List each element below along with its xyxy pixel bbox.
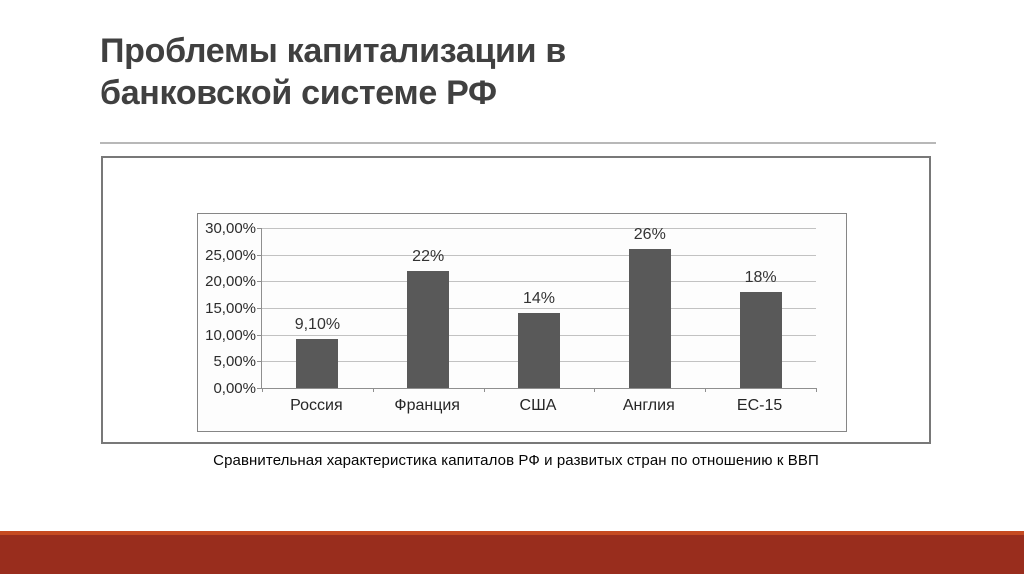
bar-chart: 9,10% 22% 14% 26% 18% 30,00% 25,00% 20,00% 15,0… xyxy=(197,213,847,432)
chart-bar xyxy=(739,292,782,388)
y-axis-tick xyxy=(257,334,261,336)
bar-value-label: 18% xyxy=(744,269,777,286)
y-axis-label: 25,00% xyxy=(205,246,256,264)
bar-value-label: 22% xyxy=(412,247,445,265)
y-axis-tick xyxy=(257,228,261,229)
x-axis-label: Россия xyxy=(290,397,343,414)
grid-line xyxy=(262,281,816,283)
y-axis-label: 30,00% xyxy=(205,220,256,237)
chart-caption: Сравнительная характеристика капиталов Р… xyxy=(213,452,819,469)
y-axis-tick xyxy=(257,281,261,283)
x-axis-tick xyxy=(705,388,707,392)
bar-value-label: 9,10% xyxy=(294,316,341,334)
chart-bar xyxy=(518,313,560,388)
x-axis-tick xyxy=(816,388,817,392)
y-axis-label: 5,00% xyxy=(213,353,256,371)
slide-title: Проблемы капитализации в банковской сист… xyxy=(100,32,567,113)
y-axis-label: 10,00% xyxy=(205,326,256,344)
y-axis-label: 20,00% xyxy=(205,273,256,291)
grid-line xyxy=(262,228,816,229)
bar-value-label: 14% xyxy=(522,290,556,308)
grid-line xyxy=(262,254,816,256)
x-axis-label: ЕС-15 xyxy=(736,397,783,414)
grid-line xyxy=(262,308,816,309)
x-axis-label: Франция xyxy=(394,397,460,414)
x-axis-label: Англия xyxy=(622,397,675,414)
bar-value-label: 26% xyxy=(633,226,666,244)
x-axis-tick xyxy=(483,388,485,392)
y-axis-label: 0,00% xyxy=(213,380,256,397)
chart-bar xyxy=(628,249,671,388)
y-axis-tick xyxy=(257,388,261,389)
y-axis-tick xyxy=(257,254,261,256)
x-axis-label: США xyxy=(519,397,557,414)
x-axis-tick xyxy=(372,388,374,392)
chart-bar xyxy=(296,339,339,388)
y-axis-tick xyxy=(257,361,261,363)
y-axis-label: 15,00% xyxy=(205,300,256,317)
chart-bar xyxy=(407,270,450,388)
plot-area: 9,10% 22% 14% 26% 18% xyxy=(261,226,817,392)
title-divider-line xyxy=(100,142,936,144)
bottom-accent-band xyxy=(0,531,1024,574)
y-axis-tick xyxy=(257,308,261,309)
x-axis-tick xyxy=(262,388,263,392)
x-axis-tick xyxy=(594,388,596,392)
chart-outer-frame: 9,10% 22% 14% 26% 18% 30,00% 25,00% 20,00% 15,0… xyxy=(101,156,931,444)
